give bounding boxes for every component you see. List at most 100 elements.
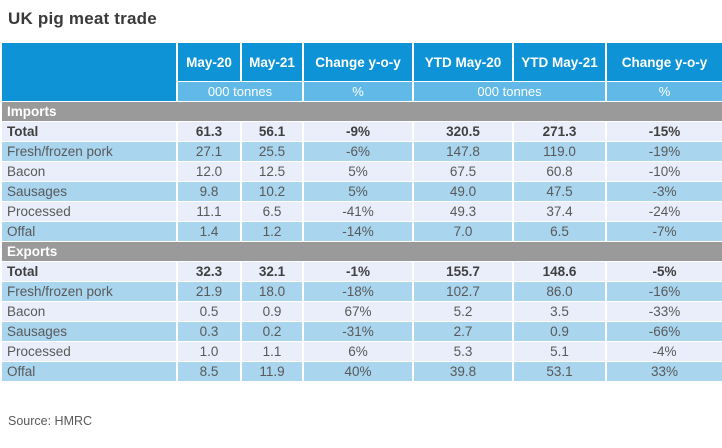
row-label: Bacon <box>0 301 178 322</box>
value-cell: 32.3 <box>176 261 242 282</box>
value-cell: 147.8 <box>412 141 514 162</box>
units-ytd-tonnes: 000 tonnes <box>412 81 607 102</box>
value-cell: -3% <box>605 181 722 202</box>
table-row: Bacon 0.5 0.9 67% 5.2 3.5 -33% <box>0 301 722 322</box>
value-cell: 37.4 <box>512 201 607 222</box>
units-percent: % <box>302 81 414 102</box>
table-row: Total 32.3 32.1 -1% 155.7 148.6 -5% <box>0 261 722 282</box>
value-cell: 56.1 <box>240 121 304 142</box>
value-cell: -10% <box>605 161 722 182</box>
value-cell: 25.5 <box>240 141 304 162</box>
value-cell: -19% <box>605 141 722 162</box>
value-cell: -6% <box>302 141 414 162</box>
value-cell: 3.5 <box>512 301 607 322</box>
value-cell: -5% <box>605 261 722 282</box>
value-cell: 0.2 <box>240 321 304 342</box>
row-label: Fresh/frozen pork <box>0 141 178 162</box>
table-row: Fresh/frozen pork 21.9 18.0 -18% 102.7 86.0 -1… <box>0 281 722 302</box>
value-cell: 49.0 <box>412 181 514 202</box>
value-cell: 6.5 <box>512 221 607 242</box>
value-cell: 39.8 <box>412 361 514 382</box>
value-cell: 21.9 <box>176 281 242 302</box>
table-row: Total 61.3 56.1 -9% 320.5 271.3 -15% <box>0 121 722 142</box>
units-ytd-percent: % <box>605 81 722 102</box>
section-label: Exports <box>0 241 722 262</box>
row-label: Processed <box>0 341 178 362</box>
section-header-exports: Exports <box>0 241 722 262</box>
value-cell: 5.3 <box>412 341 514 362</box>
value-cell: 5.1 <box>512 341 607 362</box>
row-label: Sausages <box>0 321 178 342</box>
col-header-ytd-may21: YTD May-21 <box>512 42 607 82</box>
value-cell: -18% <box>302 281 414 302</box>
table-row: Offal 8.5 11.9 40% 39.8 53.1 33% <box>0 361 722 382</box>
value-cell: 8.5 <box>176 361 242 382</box>
value-cell: -14% <box>302 221 414 242</box>
value-cell: 27.1 <box>176 141 242 162</box>
table-row: Fresh/frozen pork 27.1 25.5 -6% 147.8 119.0 -1… <box>0 141 722 162</box>
value-cell: 1.4 <box>176 221 242 242</box>
col-header-may21: May-21 <box>240 42 304 82</box>
value-cell: -7% <box>605 221 722 242</box>
value-cell: 12.0 <box>176 161 242 182</box>
table-row: Processed 1.0 1.1 6% 5.3 5.1 -4% <box>0 341 722 362</box>
value-cell: 1.1 <box>240 341 304 362</box>
value-cell: 0.3 <box>176 321 242 342</box>
value-cell: 12.5 <box>240 161 304 182</box>
section-header-imports: Imports <box>0 101 722 122</box>
value-cell: 86.0 <box>512 281 607 302</box>
value-cell: -15% <box>605 121 722 142</box>
value-cell: 7.0 <box>412 221 514 242</box>
col-header-change: Change y-o-y <box>302 42 414 82</box>
col-header-ytd-change: Change y-o-y <box>605 42 722 82</box>
column-header-row: May-20 May-21 Change y-o-y YTD May-20 YT… <box>0 42 722 102</box>
value-cell: 10.2 <box>240 181 304 202</box>
value-cell: 6% <box>302 341 414 362</box>
value-cell: 11.1 <box>176 201 242 222</box>
value-cell: 2.7 <box>412 321 514 342</box>
value-cell: 1.0 <box>176 341 242 362</box>
value-cell: 61.3 <box>176 121 242 142</box>
row-label: Offal <box>0 221 178 242</box>
value-cell: 5% <box>302 161 414 182</box>
table-row: Sausages 0.3 0.2 -31% 2.7 0.9 -66% <box>0 321 722 342</box>
value-cell: -9% <box>302 121 414 142</box>
col-header-may20: May-20 <box>176 42 242 82</box>
value-cell: 40% <box>302 361 414 382</box>
value-cell: 271.3 <box>512 121 607 142</box>
value-cell: 9.8 <box>176 181 242 202</box>
value-cell: 49.3 <box>412 201 514 222</box>
value-cell: 119.0 <box>512 141 607 162</box>
table-row: Processed 11.1 6.5 -41% 49.3 37.4 -24% <box>0 201 722 222</box>
value-cell: -1% <box>302 261 414 282</box>
value-cell: 155.7 <box>412 261 514 282</box>
row-label: Total <box>0 121 178 142</box>
value-cell: 18.0 <box>240 281 304 302</box>
value-cell: -33% <box>605 301 722 322</box>
page-title: UK pig meat trade <box>8 9 157 28</box>
value-cell: 32.1 <box>240 261 304 282</box>
value-cell: -41% <box>302 201 414 222</box>
table-row: Bacon 12.0 12.5 5% 67.5 60.8 -10% <box>0 161 722 182</box>
units-tonnes: 000 tonnes <box>176 81 304 102</box>
source-note: Source: HMRC <box>8 414 93 428</box>
row-label: Processed <box>0 201 178 222</box>
value-cell: -66% <box>605 321 722 342</box>
value-cell: 1.2 <box>240 221 304 242</box>
value-cell: 5% <box>302 181 414 202</box>
value-cell: 5.2 <box>412 301 514 322</box>
col-header-ytd-may20: YTD May-20 <box>412 42 514 82</box>
value-cell: 67.5 <box>412 161 514 182</box>
row-label: Offal <box>0 361 178 382</box>
value-cell: 6.5 <box>240 201 304 222</box>
value-cell: 0.9 <box>240 301 304 322</box>
value-cell: 102.7 <box>412 281 514 302</box>
corner-cell <box>0 42 178 102</box>
section-label: Imports <box>0 101 722 122</box>
row-label: Total <box>0 261 178 282</box>
value-cell: -31% <box>302 321 414 342</box>
row-label: Sausages <box>0 181 178 202</box>
row-label: Bacon <box>0 161 178 182</box>
trade-table: May-20 May-21 Change y-o-y YTD May-20 YT… <box>0 42 722 382</box>
